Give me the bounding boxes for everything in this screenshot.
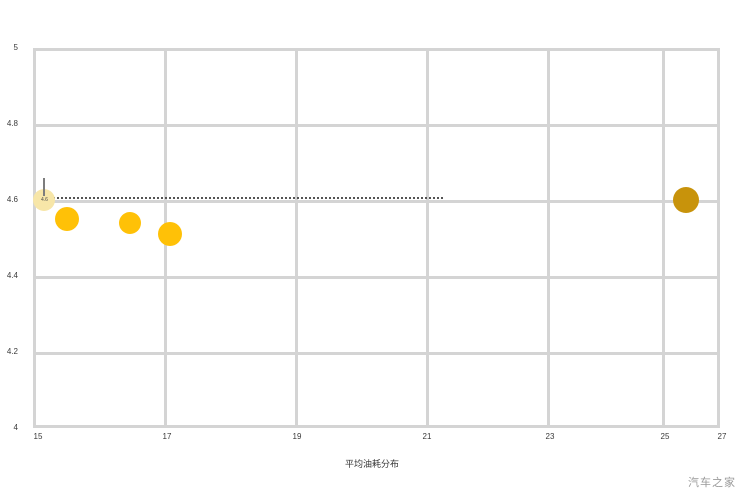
y-tick-label: 4.8 [6, 119, 18, 128]
x-tick-label: 17 [162, 432, 172, 441]
y-tick-label: 4.2 [6, 347, 18, 356]
gridline-horizontal [33, 124, 720, 127]
x-tick-label: 27 [717, 432, 727, 441]
gridline-vertical [662, 48, 665, 428]
x-tick-label: 15 [33, 432, 43, 441]
data-point[interactable] [672, 187, 699, 213]
x-axis-title: 平均油耗分布 [344, 459, 399, 469]
x-tick-label: 21 [422, 432, 432, 441]
plot-frame-bottom [33, 425, 720, 428]
plot-frame-top [33, 48, 720, 51]
gridline-vertical [426, 48, 429, 428]
plot-area: 4.6 [33, 48, 720, 428]
y-tick-label: 4 [13, 423, 18, 432]
reference-line [45, 197, 443, 199]
y-tick-label: 5 [13, 43, 18, 52]
gridline-horizontal [33, 352, 720, 355]
gridline-horizontal [33, 200, 720, 203]
x-tick-label: 19 [292, 432, 302, 441]
plot-frame-left [33, 48, 36, 428]
gridline-vertical [295, 48, 298, 428]
data-point[interactable] [33, 189, 56, 211]
plot-frame-right [717, 48, 720, 428]
gridline-horizontal [33, 276, 720, 279]
x-tick-label: 23 [545, 432, 555, 441]
x-tick-label: 25 [660, 432, 670, 441]
data-point[interactable] [119, 211, 142, 234]
gridline-vertical [547, 48, 550, 428]
y-tick-label: 4.6 [6, 195, 18, 204]
watermark: 汽车之家 [688, 476, 736, 489]
data-point[interactable] [55, 207, 80, 231]
data-point-label: 4.6 [40, 197, 48, 203]
y-tick-label: 4.4 [6, 271, 18, 280]
data-point[interactable] [158, 222, 183, 247]
data-point-leader [43, 178, 46, 196]
